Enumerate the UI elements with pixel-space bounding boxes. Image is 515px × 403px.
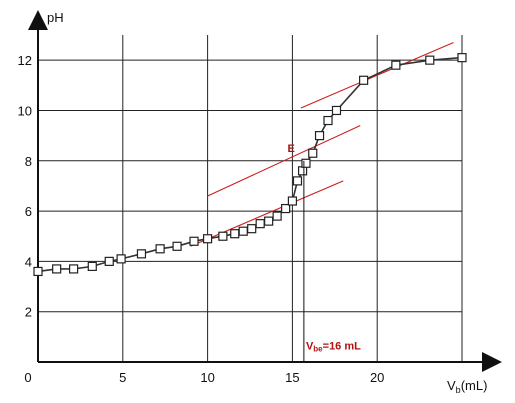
y-tick-label: 10: [18, 103, 32, 118]
data-point: [255, 219, 265, 229]
data-point: [33, 266, 43, 277]
tick-labels: 0 5 10 15 20 2 4 6 8 10 12: [18, 53, 385, 385]
data-points: [33, 53, 467, 277]
data-point: [308, 148, 318, 158]
x-tick-label: 10: [200, 370, 214, 385]
data-point: [425, 55, 435, 65]
data-point: [331, 105, 342, 116]
data-point: [136, 249, 147, 259]
data-point: [247, 224, 257, 234]
x-tick-label: 0: [24, 370, 31, 385]
data-point: [264, 216, 274, 226]
x-tick-label: 15: [285, 370, 299, 385]
data-point: [391, 60, 401, 70]
equivalence-volume-label: Vbe=16 mL: [306, 340, 361, 353]
data-point: [323, 115, 333, 126]
data-point: [287, 196, 297, 206]
data-point: [238, 226, 248, 236]
axes: [28, 10, 502, 372]
data-point: [359, 75, 369, 85]
data-point: [230, 229, 240, 239]
data-point: [218, 231, 228, 241]
tangent-lines: [190, 42, 454, 247]
data-point: [457, 53, 467, 63]
x-axis-label-sub: b: [456, 385, 461, 395]
equivalence-point-label: E: [288, 143, 295, 155]
y-tick-label: 2: [25, 305, 32, 320]
data-point: [155, 244, 165, 254]
y-axis-label: pH: [47, 10, 64, 25]
data-point: [281, 203, 291, 214]
x-axis-label: Vb(mL): [447, 378, 487, 395]
data-point: [104, 256, 114, 266]
tangent-line-3: [300, 42, 454, 109]
data-point: [301, 158, 311, 168]
data-point: [292, 176, 303, 186]
tangent-line-1: [190, 180, 344, 247]
series-line: [37, 56, 463, 273]
y-tick-label: 8: [25, 154, 32, 169]
tangent-line-2: [207, 125, 361, 197]
data-point: [69, 264, 79, 274]
curve: [37, 56, 463, 273]
data-point: [297, 166, 308, 176]
data-point: [87, 261, 97, 272]
data-point: [189, 236, 199, 246]
data-point: [172, 241, 182, 251]
y-tick-label: 6: [25, 204, 32, 219]
y-tick-label: 4: [25, 254, 32, 269]
grid: [38, 35, 463, 362]
x-axis-label-main: V: [447, 378, 456, 393]
data-point: [116, 254, 126, 264]
x-axis-label-unit: (mL): [461, 378, 488, 393]
annotations: E Vbe=16 mL: [288, 143, 361, 362]
data-point: [52, 264, 62, 274]
x-tick-label: 5: [119, 370, 126, 385]
data-point: [272, 211, 282, 221]
y-tick-label: 12: [18, 53, 32, 68]
data-point: [203, 234, 213, 244]
x-tick-label: 20: [370, 370, 384, 385]
data-point: [314, 131, 325, 141]
